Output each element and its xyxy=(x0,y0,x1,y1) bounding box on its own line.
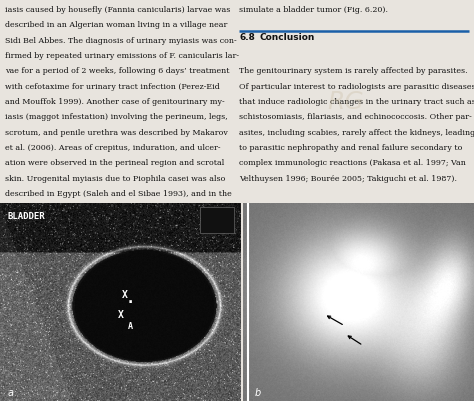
Text: Of particular interest to radiologists are parasitic diseases: Of particular interest to radiologists a… xyxy=(239,83,474,91)
Text: with cefotaxime for urinary tract infection (Perez-Eid: with cefotaxime for urinary tract infect… xyxy=(5,83,219,91)
Text: The genitourinary system is rarely affected by parasites.: The genitourinary system is rarely affec… xyxy=(239,67,468,75)
Text: and Mouffok 1999). Another case of genitourinary my-: and Mouffok 1999). Another case of genit… xyxy=(5,98,224,106)
Text: schistosomiasis, filariasis, and echinococcosis. Other par-: schistosomiasis, filariasis, and echinoc… xyxy=(239,113,472,121)
Text: X: X xyxy=(122,290,128,300)
Text: iasis caused by housefly (Fannia canicularis) larvae was: iasis caused by housefly (Fannia canicul… xyxy=(5,6,230,14)
Text: Conclusion: Conclusion xyxy=(260,32,315,42)
Text: to parasitic nephropathy and renal failure secondary to: to parasitic nephropathy and renal failu… xyxy=(239,144,463,152)
Text: et al. (2006). Areas of crepitus, induration, and ulcer-: et al. (2006). Areas of crepitus, indura… xyxy=(5,144,220,152)
Bar xyxy=(200,208,234,233)
Text: ation were observed in the perineal region and scrotal: ation were observed in the perineal regi… xyxy=(5,159,224,167)
Text: described in Egypt (Saleh and el Sibae 1993), and in the: described in Egypt (Saleh and el Sibae 1… xyxy=(5,189,231,197)
Text: Velthuysen 1996; Bourée 2005; Takiguchi et al. 1987).: Velthuysen 1996; Bourée 2005; Takiguchi … xyxy=(239,174,457,182)
Text: simulate a bladder tumor (Fig. 6.20).: simulate a bladder tumor (Fig. 6.20). xyxy=(239,6,388,14)
Text: skin. Urogenital myiasis due to Piophila casei was also: skin. Urogenital myiasis due to Piophila… xyxy=(5,174,225,182)
Text: A: A xyxy=(128,322,133,330)
Text: scrotum, and penile urethra was described by Makarov: scrotum, and penile urethra was describe… xyxy=(5,128,228,136)
Text: BLADDER: BLADDER xyxy=(7,212,45,221)
Text: X: X xyxy=(118,309,123,319)
Text: firmed by repeated urinary emissions of F. canicularis lar-: firmed by repeated urinary emissions of … xyxy=(5,52,239,60)
Text: RG: RG xyxy=(328,90,365,114)
Text: ·: · xyxy=(128,296,133,309)
Text: b: b xyxy=(255,387,261,397)
Text: iasis (maggot infestation) involving the perineum, legs,: iasis (maggot infestation) involving the… xyxy=(5,113,228,121)
Text: Sidi Bel Abbes. The diagnosis of urinary myiasis was con-: Sidi Bel Abbes. The diagnosis of urinary… xyxy=(5,36,237,45)
Text: described in an Algerian woman living in a village near: described in an Algerian woman living in… xyxy=(5,21,227,29)
Text: that induce radiologic changes in the urinary tract such as: that induce radiologic changes in the ur… xyxy=(239,98,474,106)
Text: vae for a period of 2 weeks, following 6 days’ treatment: vae for a period of 2 weeks, following 6… xyxy=(5,67,229,75)
Text: complex immunologic reactions (Pakasa et al. 1997; Van: complex immunologic reactions (Pakasa et… xyxy=(239,159,466,167)
Text: a: a xyxy=(7,387,13,397)
Text: asites, including scabies, rarely affect the kidneys, leading: asites, including scabies, rarely affect… xyxy=(239,128,474,136)
Text: 6.8: 6.8 xyxy=(239,32,255,42)
